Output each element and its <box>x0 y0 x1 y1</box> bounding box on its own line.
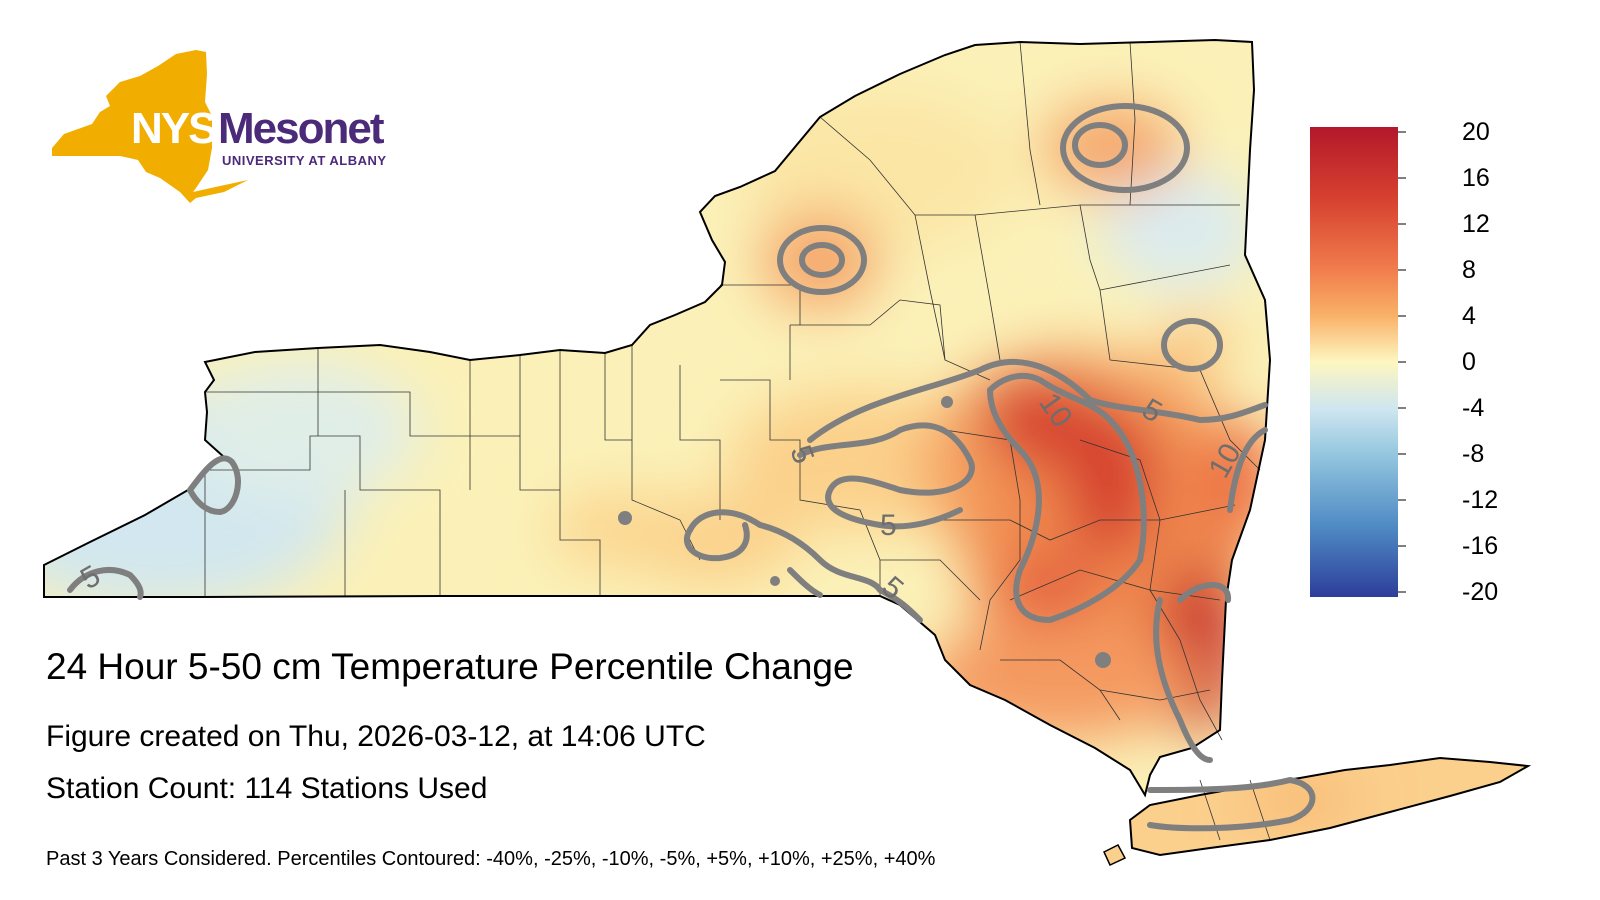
colorbar-tick-label: -20 <box>1462 578 1499 606</box>
logo-nys-text: NYS <box>131 104 217 153</box>
footnote-text: Past 3 Years Considered. Percentiles Con… <box>46 848 936 870</box>
colorbar-tick-label: 4 <box>1462 302 1476 330</box>
long-island-field <box>1130 758 1528 855</box>
station-count-text: Station Count: 114 Stations Used <box>46 772 488 805</box>
figure-created-text: Figure created on Thu, 2026-03-12, at 14… <box>46 720 706 753</box>
colorbar-tick-label: 16 <box>1462 164 1490 192</box>
colorbar-tick-label: -4 <box>1462 394 1485 422</box>
contour-lines <box>67 103 1316 832</box>
station-markers <box>618 396 1111 668</box>
colorbar-tick-label: -16 <box>1462 532 1499 560</box>
figure-title: 24 Hour 5-50 cm Temperature Percentile C… <box>46 646 854 687</box>
colorbar-tick-label: 12 <box>1462 210 1490 238</box>
county-lines <box>204 41 1271 841</box>
ny-state-outline <box>43 38 1272 798</box>
logo-university-text: UNIVERSITY AT ALBANY <box>222 153 387 168</box>
colorbar-tick-label: 0 <box>1462 348 1476 376</box>
staten-island-outline <box>1103 844 1127 866</box>
colorbar-tick-label: -12 <box>1462 486 1499 514</box>
logo-mesonet-text: Mesonet <box>218 104 384 153</box>
colorbar <box>1310 127 1398 597</box>
logo-ny-state-shape <box>52 50 248 203</box>
colorbar-tick-label: 20 <box>1462 118 1490 146</box>
colorbar-tick-label: -8 <box>1462 440 1485 468</box>
contour-label: 5 <box>880 509 897 542</box>
colorbar-tick-label: 8 <box>1462 256 1476 284</box>
colorbar-ticks <box>1398 131 1406 593</box>
